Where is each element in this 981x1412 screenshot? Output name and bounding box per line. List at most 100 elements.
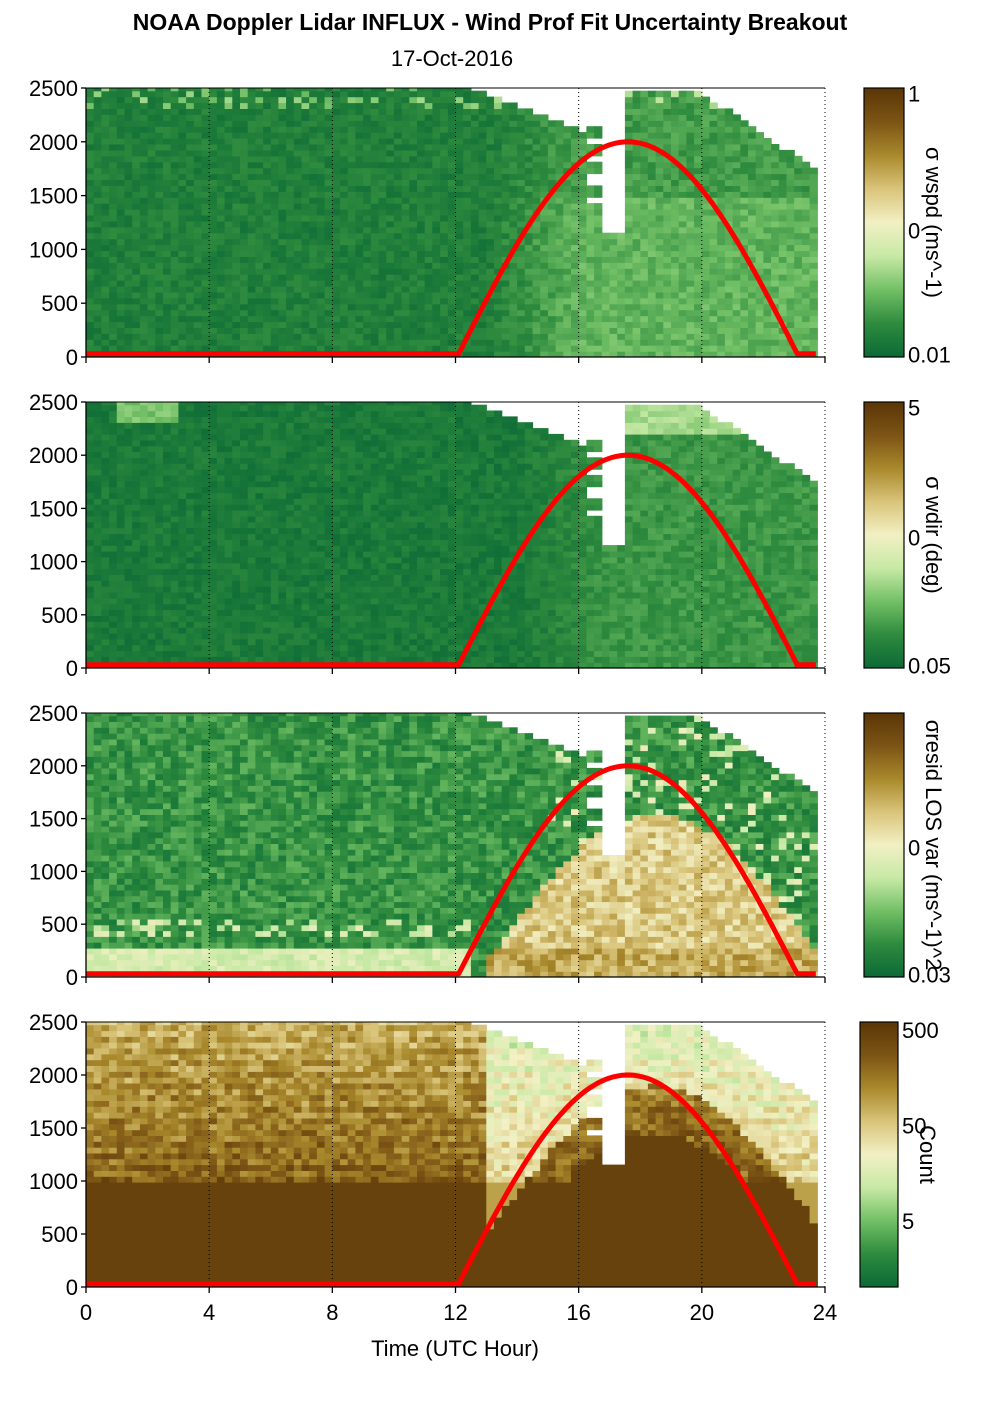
- heatmap-cell: [571, 291, 580, 299]
- heatmap-cell: [209, 480, 218, 488]
- heatmap-cell: [109, 632, 118, 640]
- heatmap-cell: [232, 138, 241, 145]
- heatmap-cell: [393, 262, 403, 269]
- heatmap-cell: [332, 138, 341, 145]
- heatmap-cell: [116, 345, 126, 352]
- heatmap-cell: [671, 345, 680, 352]
- heatmap-cell: [801, 226, 811, 234]
- heatmap-cell: [116, 510, 126, 517]
- heatmap-cell: [578, 309, 587, 317]
- heatmap-cell: [124, 551, 133, 558]
- heatmap-cell: [263, 114, 272, 121]
- heatmap-cell: [186, 656, 195, 663]
- heatmap-cell: [494, 126, 503, 133]
- heatmap-cell: [340, 309, 349, 317]
- heatmap-cell: [517, 179, 526, 186]
- heatmap-cell: [116, 88, 126, 92]
- heatmap-cell: [293, 321, 303, 328]
- heatmap-cell: [517, 120, 526, 127]
- heatmap-cell: [170, 315, 179, 323]
- heatmap-cell: [748, 238, 757, 246]
- heatmap-cell: [301, 197, 310, 204]
- heatmap-cell: [647, 286, 657, 293]
- heatmap-cell: [355, 220, 364, 228]
- heatmap-cell: [624, 238, 634, 246]
- heatmap-cell: [501, 191, 510, 198]
- heatmap-cell: [86, 262, 95, 269]
- heatmap-cell: [124, 126, 133, 133]
- heatmap-cell: [316, 262, 326, 269]
- heatmap-cell: [201, 209, 210, 216]
- heatmap-cell: [347, 327, 356, 334]
- heatmap-cell: [209, 291, 218, 299]
- heatmap-cell: [694, 268, 703, 275]
- heatmap-cell: [455, 215, 464, 222]
- heatmap-cell: [494, 345, 503, 352]
- heatmap-cell: [794, 280, 803, 287]
- heatmap-cell: [724, 339, 734, 346]
- heatmap-cell: [286, 90, 295, 98]
- heatmap-cell: [216, 515, 226, 523]
- heatmap-cell: [440, 315, 449, 323]
- heatmap-cell: [201, 463, 210, 470]
- heatmap-cell: [709, 315, 718, 323]
- heatmap-cell: [478, 155, 487, 163]
- heatmap-cell: [340, 303, 349, 311]
- heatmap-cell: [355, 191, 364, 198]
- heatmap-cell: [193, 486, 203, 494]
- heatmap-cell: [632, 132, 641, 139]
- heatmap-cell: [101, 656, 110, 663]
- heatmap-cell: [147, 185, 156, 192]
- heatmap-cell: [93, 650, 102, 657]
- heatmap-cell: [378, 161, 387, 169]
- heatmap-cell: [147, 232, 156, 240]
- heatmap-cell: [232, 262, 241, 269]
- heatmap-cell: [517, 309, 526, 317]
- heatmap-cell: [109, 203, 118, 210]
- heatmap-cell: [155, 120, 164, 127]
- heatmap-cell: [671, 232, 680, 240]
- heatmap-cell: [624, 197, 634, 204]
- heatmap-cell: [717, 191, 726, 198]
- heatmap-cell: [571, 321, 580, 328]
- heatmap-cell: [748, 173, 757, 180]
- heatmap-cell: [109, 393, 117, 400]
- heatmap-cell: [594, 244, 603, 252]
- heatmap-cell: [586, 286, 595, 293]
- heatmap-cell: [186, 627, 195, 634]
- heatmap-cell: [155, 132, 164, 139]
- heatmap-cell: [224, 274, 233, 281]
- heatmap-cell: [116, 486, 126, 494]
- heatmap-cell: [263, 250, 272, 257]
- heatmap-cell: [147, 327, 156, 334]
- heatmap-cell: [240, 309, 249, 317]
- heatmap-cell: [563, 291, 572, 299]
- heatmap-cell: [186, 492, 195, 499]
- heatmap-cell: [355, 179, 364, 186]
- heatmap-cell: [224, 88, 233, 92]
- heatmap-cell: [347, 144, 356, 151]
- heatmap-cell: [624, 250, 634, 257]
- heatmap-cell: [216, 126, 226, 133]
- heatmap-cell: [486, 197, 495, 204]
- heatmap-cell: [316, 126, 326, 133]
- heatmap-cell: [155, 232, 164, 240]
- heatmap-cell: [132, 144, 141, 151]
- heatmap-cell: [501, 286, 510, 293]
- heatmap-cell: [701, 321, 711, 328]
- heatmap-cell: [271, 79, 279, 86]
- heatmap-cell: [309, 232, 318, 240]
- heatmap-cell: [555, 345, 564, 352]
- heatmap-cell: [447, 155, 457, 163]
- heatmap-cell: [401, 132, 410, 139]
- heatmap-cell: [632, 155, 641, 163]
- heatmap-cell: [132, 422, 141, 429]
- heatmap-cell: [340, 345, 349, 352]
- heatmap-cell: [809, 226, 818, 234]
- heatmap-cell: [178, 533, 187, 540]
- heatmap-cell: [201, 167, 210, 175]
- heatmap-cell: [301, 161, 310, 169]
- heatmap-cell: [517, 286, 526, 293]
- heatmap-cell: [494, 173, 503, 180]
- heatmap-cell: [801, 256, 811, 263]
